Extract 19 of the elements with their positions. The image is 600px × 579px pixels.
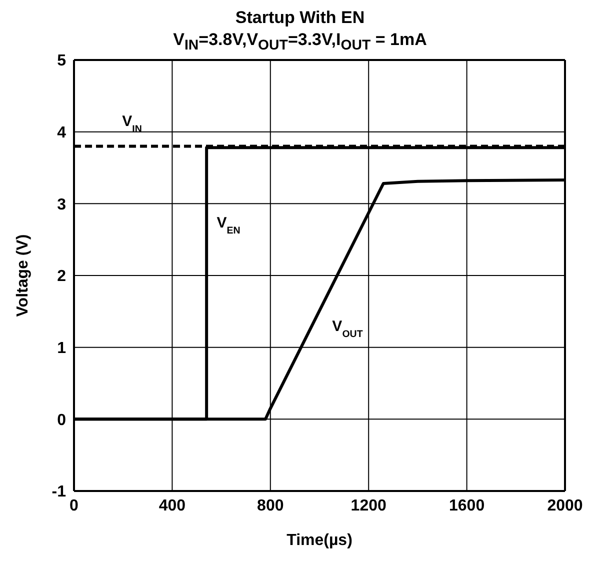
y-tick-label: -1 xyxy=(52,484,66,502)
chart-title: Startup With EN xyxy=(234,8,366,28)
x-tick-label: 800 xyxy=(257,498,284,515)
x-tick-label: 1200 xyxy=(350,498,386,515)
y-tick-label: 4 xyxy=(57,124,66,142)
x-tick-label: 2000 xyxy=(547,498,583,515)
x-tick-label: 0 xyxy=(70,498,79,515)
y-tick-label: 1 xyxy=(57,340,66,358)
series-label: V$_{EN}$ xyxy=(216,215,240,237)
y-tick-label: 0 xyxy=(57,412,66,430)
x-tick-label: 400 xyxy=(158,498,186,515)
x-tick-label: 1600 xyxy=(449,498,485,515)
y-tick-label: 2 xyxy=(57,268,66,286)
y-tick-label: 3 xyxy=(57,196,66,214)
chart-subtitle: V$_{IN}$=3.8V,V$_{OUT}$=3.3V,I$_{OUT}$ = 1mA xyxy=(172,30,428,54)
y-axis-title: Voltage (V) xyxy=(14,234,32,318)
y-tick-label: 5 xyxy=(57,53,66,70)
x-axis-title: Time(µs) xyxy=(286,532,352,550)
series-label: V$_{OUT}$ xyxy=(332,318,363,340)
